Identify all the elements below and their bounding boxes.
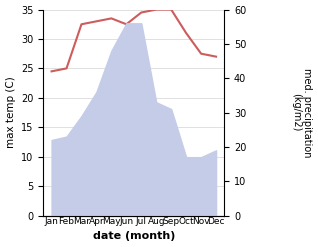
Y-axis label: max temp (C): max temp (C) — [5, 77, 16, 148]
Y-axis label: med. precipitation
(kg/m2): med. precipitation (kg/m2) — [291, 68, 313, 157]
X-axis label: date (month): date (month) — [93, 231, 175, 242]
